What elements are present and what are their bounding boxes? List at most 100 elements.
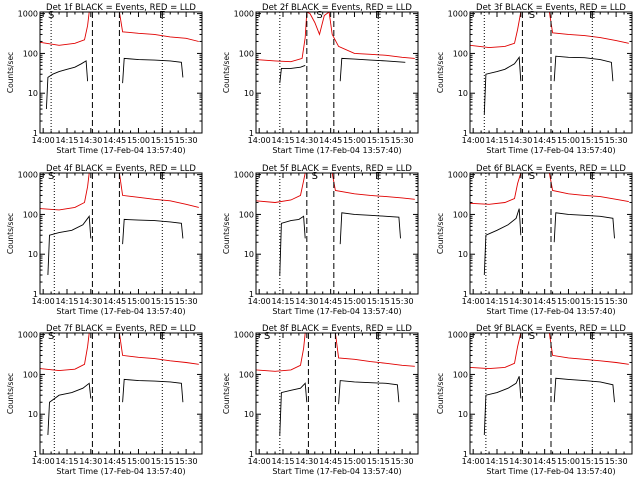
lld-curve-segment-2 bbox=[548, 333, 629, 365]
lld-curve-segment-1 bbox=[40, 333, 90, 372]
x-tick-label: 15:00 bbox=[127, 297, 150, 306]
y-tick-label: 10 bbox=[244, 410, 254, 419]
start-marker-label: S bbox=[316, 10, 322, 21]
plot-area bbox=[40, 333, 199, 436]
plot-area bbox=[40, 173, 199, 276]
panel-title: Det 4f BLACK = Events, RED = LLD bbox=[46, 164, 196, 174]
x-tick-label: 14:15 bbox=[271, 457, 294, 466]
x-axis-label: Start Time (17-Feb-04 13:57:40) bbox=[56, 467, 185, 476]
plot-frame bbox=[469, 11, 633, 134]
x-tick-label: 15:15 bbox=[367, 136, 390, 145]
y-tick-label: 1000 bbox=[18, 10, 38, 19]
start-marker-label: S bbox=[529, 171, 535, 182]
x-tick-label: 14:45 bbox=[533, 136, 556, 145]
x-tick-label: 15:15 bbox=[367, 297, 390, 306]
start-marker-label: S bbox=[529, 10, 535, 21]
events-curve-segment-1 bbox=[47, 215, 92, 276]
x-tick-label: 14:00 bbox=[32, 457, 55, 466]
y-tick-label: 1000 bbox=[234, 331, 254, 340]
events-curve-segment-1 bbox=[45, 60, 89, 110]
x-tick-label: 15:00 bbox=[343, 136, 366, 145]
x-tick-label: 15:30 bbox=[605, 457, 628, 466]
x-tick-label: 15:15 bbox=[581, 297, 604, 306]
detector-panel-5: Det 5f BLACK = Events, RED = LLDSE14:001… bbox=[222, 164, 419, 316]
y-tick-label: 10 bbox=[28, 250, 38, 259]
plot-area bbox=[470, 173, 629, 276]
x-tick-label: 14:00 bbox=[462, 297, 485, 306]
y-tick-label: 1 bbox=[249, 450, 254, 459]
detector-panel-7: Det 7f BLACK = Events, RED = LLDSE14:001… bbox=[6, 324, 203, 476]
x-tick-label: 14:15 bbox=[485, 136, 508, 145]
x-axis-label: Start Time (17-Feb-04 13:57:40) bbox=[272, 467, 401, 476]
detector-panel-9: Det 9f BLACK = Events, RED = LLDSE14:001… bbox=[436, 324, 633, 476]
plot-area bbox=[256, 12, 415, 84]
y-axis-label: Counts/sec bbox=[436, 213, 445, 254]
plot-area bbox=[256, 173, 415, 276]
start-marker-label: S bbox=[48, 171, 54, 182]
events-curve-segment-2 bbox=[122, 218, 184, 245]
y-tick-label: 1 bbox=[463, 290, 468, 299]
plot-area bbox=[470, 12, 629, 115]
x-tick-label: 14:45 bbox=[103, 136, 126, 145]
lld-curve-segment-1 bbox=[256, 173, 306, 203]
x-tick-label: 14:00 bbox=[32, 136, 55, 145]
y-tick-label: 1000 bbox=[234, 10, 254, 19]
start-marker-label: S bbox=[264, 331, 270, 342]
x-tick-label: 14:00 bbox=[248, 136, 271, 145]
plot-frame bbox=[39, 332, 203, 455]
x-tick-label: 15:15 bbox=[151, 457, 174, 466]
y-tick-label: 100 bbox=[453, 370, 468, 379]
lld-curve-segment-2 bbox=[334, 333, 415, 367]
plot-frame bbox=[39, 172, 203, 295]
y-tick-label: 10 bbox=[458, 410, 468, 419]
y-axis-label: Counts/sec bbox=[222, 213, 231, 254]
x-axis-label: Start Time (17-Feb-04 13:57:40) bbox=[272, 307, 401, 316]
x-axis-label: Start Time (17-Feb-04 13:57:40) bbox=[272, 146, 401, 155]
x-tick-label: 15:30 bbox=[175, 136, 198, 145]
x-tick-label: 14:30 bbox=[509, 457, 532, 466]
plot-area bbox=[470, 333, 629, 436]
start-marker-label: S bbox=[529, 331, 535, 342]
x-tick-label: 14:45 bbox=[319, 136, 342, 145]
x-tick-label: 14:30 bbox=[295, 136, 318, 145]
y-tick-label: 100 bbox=[23, 210, 38, 219]
x-tick-label: 14:30 bbox=[509, 297, 532, 306]
x-tick-label: 15:00 bbox=[343, 297, 366, 306]
y-axis-label: Counts/sec bbox=[222, 373, 231, 414]
x-tick-label: 15:15 bbox=[367, 457, 390, 466]
y-tick-label: 1 bbox=[463, 450, 468, 459]
events-curve-segment-2 bbox=[553, 377, 615, 403]
lld-curve-segment-1 bbox=[256, 333, 306, 372]
x-tick-label: 15:15 bbox=[151, 297, 174, 306]
y-tick-label: 1000 bbox=[18, 331, 38, 340]
y-tick-label: 10 bbox=[28, 89, 38, 98]
detector-panel-8: Det 8f BLACK = Events, RED = LLDSE14:001… bbox=[222, 324, 419, 476]
detector-panel-2: Det 2f BLACK = Events, RED = LLDSE14:001… bbox=[222, 3, 419, 155]
x-axis-label: Start Time (17-Feb-04 13:57:40) bbox=[56, 307, 185, 316]
x-axis-label: Start Time (17-Feb-04 13:57:40) bbox=[56, 146, 185, 155]
y-axis-label: Counts/sec bbox=[436, 52, 445, 93]
lld-curve-segment-1 bbox=[40, 173, 90, 211]
x-tick-label: 14:45 bbox=[533, 457, 556, 466]
x-tick-label: 14:15 bbox=[485, 457, 508, 466]
plot-frame bbox=[255, 332, 419, 455]
events-curve-segment-1 bbox=[47, 382, 92, 436]
y-tick-label: 1 bbox=[33, 129, 38, 138]
y-tick-label: 100 bbox=[239, 370, 254, 379]
lld-curve-segment-2 bbox=[118, 12, 199, 42]
y-tick-label: 10 bbox=[244, 89, 254, 98]
x-tick-label: 15:00 bbox=[557, 297, 580, 306]
x-tick-label: 15:30 bbox=[605, 297, 628, 306]
lld-curve-segment-1 bbox=[470, 333, 522, 370]
x-tick-label: 14:45 bbox=[319, 457, 342, 466]
y-axis-label: Counts/sec bbox=[222, 52, 231, 93]
lld-curve-segment-1 bbox=[470, 173, 522, 205]
panel-title: Det 6f BLACK = Events, RED = LLD bbox=[476, 164, 626, 174]
y-tick-label: 10 bbox=[28, 410, 38, 419]
x-tick-label: 14:30 bbox=[295, 297, 318, 306]
panel-title: Det 1f BLACK = Events, RED = LLD bbox=[46, 3, 196, 13]
x-tick-label: 14:15 bbox=[271, 297, 294, 306]
lld-curve-segment-2 bbox=[548, 12, 629, 44]
lld-curve-segment-2 bbox=[331, 173, 415, 200]
